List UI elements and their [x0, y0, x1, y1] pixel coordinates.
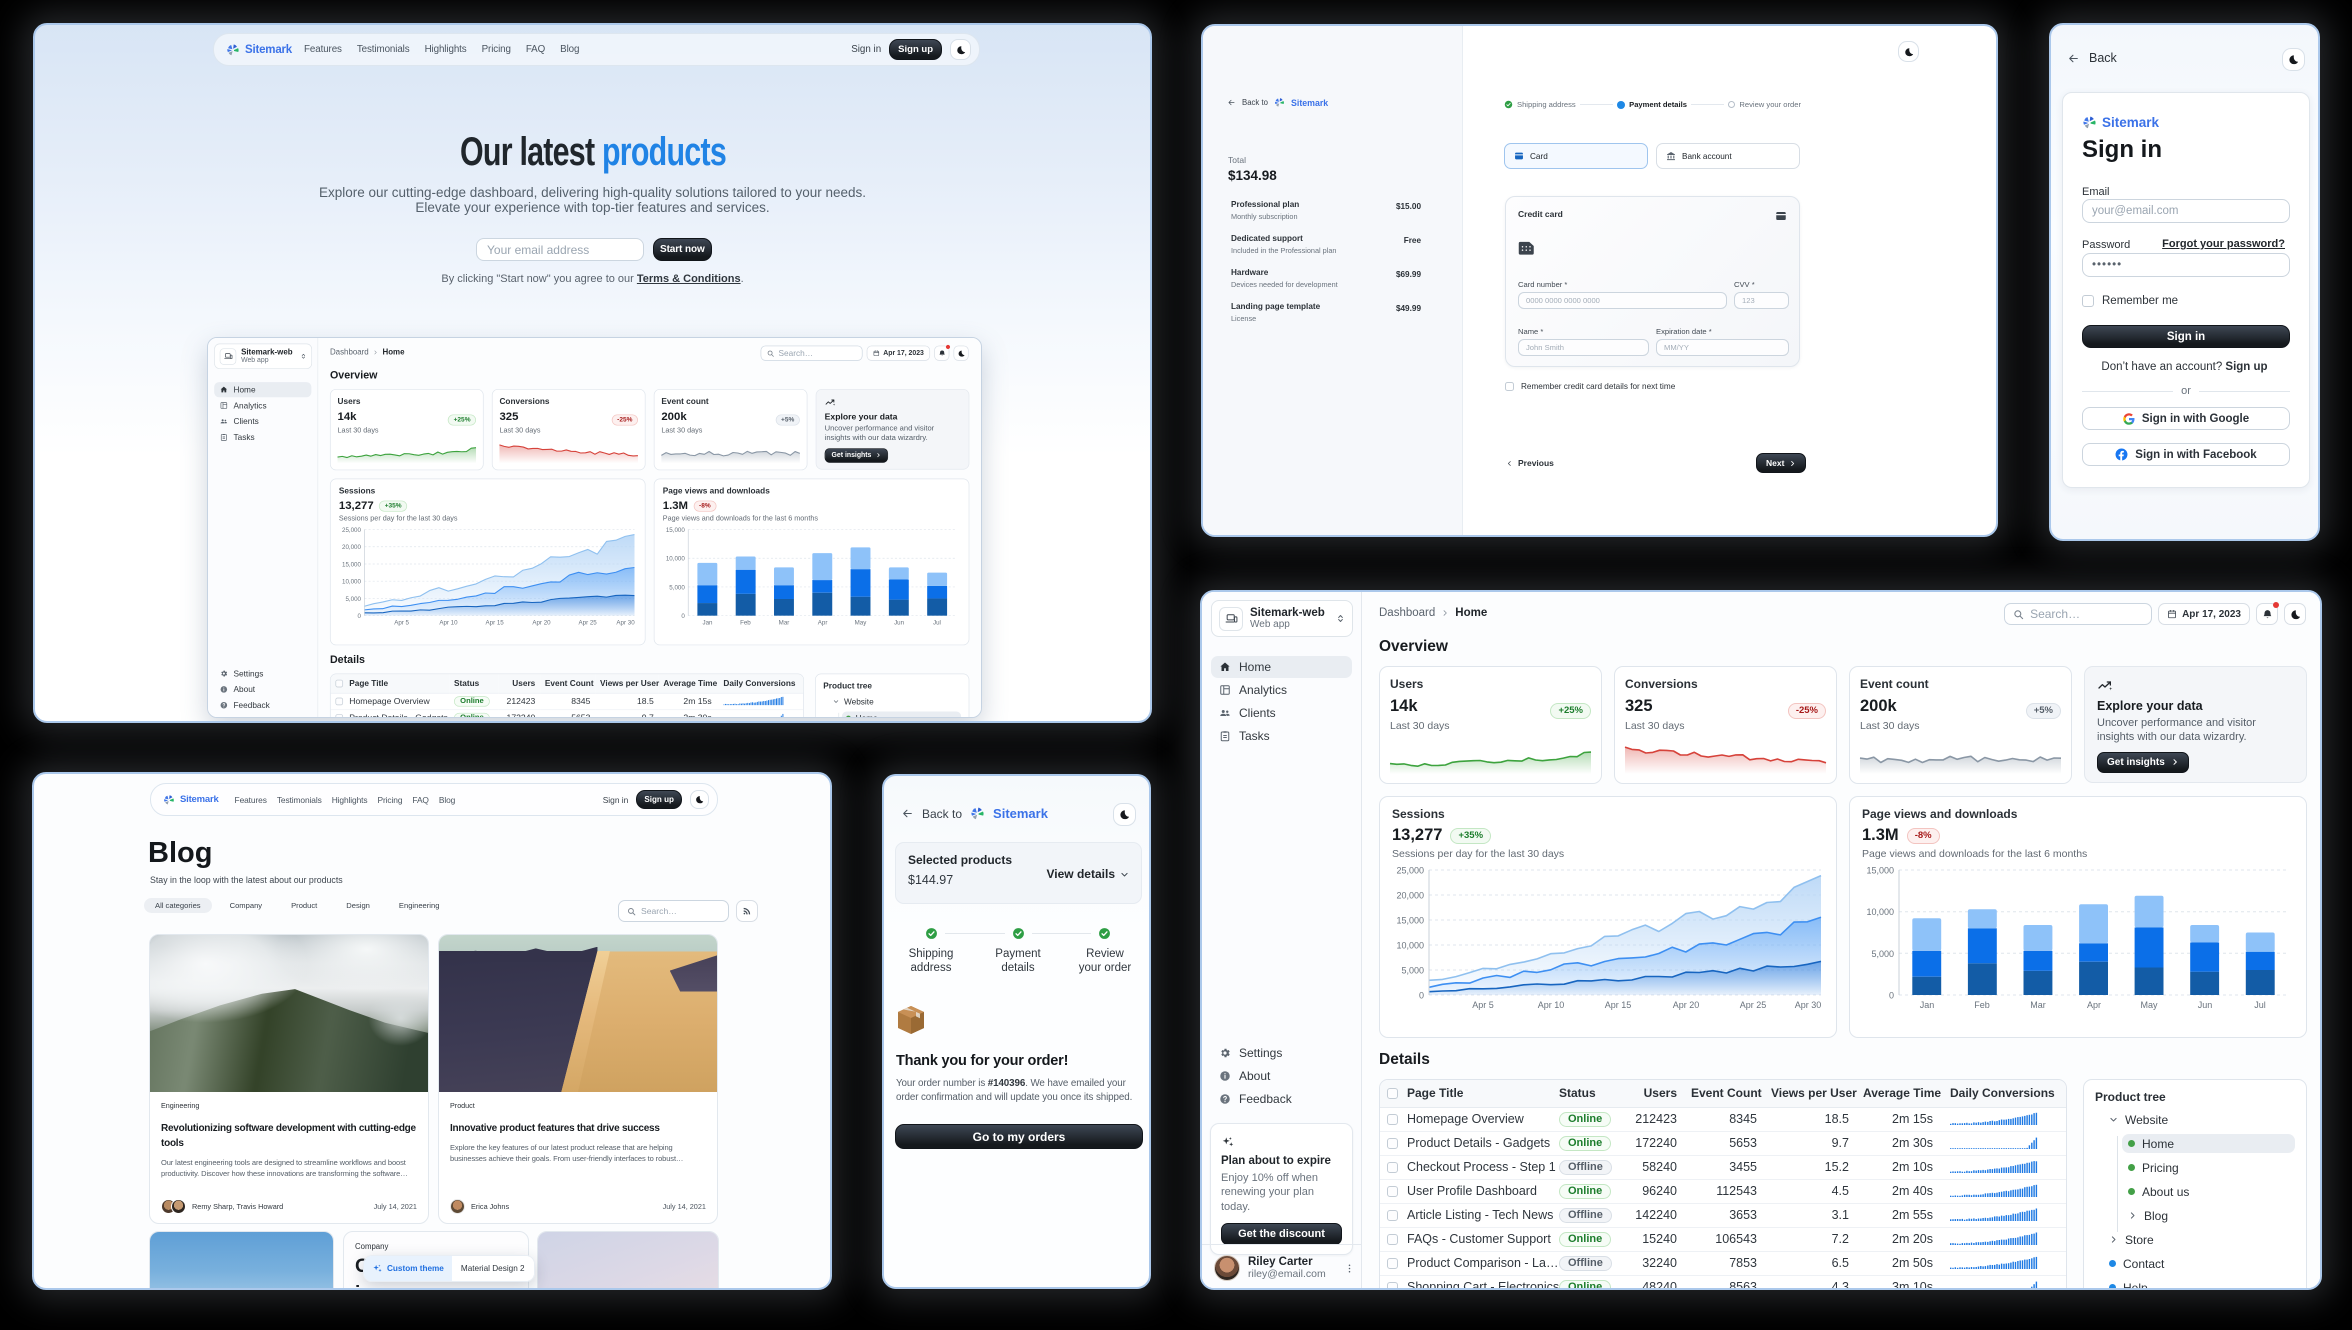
svg-text:20,000: 20,000	[1396, 891, 1424, 901]
svg-text:5,000: 5,000	[345, 596, 361, 603]
svg-text:25,000: 25,000	[342, 527, 361, 534]
svg-text:Apr 25: Apr 25	[1740, 1000, 1767, 1010]
svg-text:Apr 20: Apr 20	[1673, 1000, 1700, 1010]
svg-text:Apr: Apr	[2087, 1000, 2101, 1010]
svg-text:Jun: Jun	[894, 620, 905, 627]
svg-text:Mar: Mar	[779, 620, 790, 627]
svg-text:10,000: 10,000	[342, 579, 361, 586]
svg-text:Apr 5: Apr 5	[1472, 1000, 1494, 1010]
svg-text:20,000: 20,000	[342, 544, 361, 551]
svg-text:May: May	[2140, 1000, 2158, 1010]
svg-text:0: 0	[681, 613, 685, 620]
svg-text:Jun: Jun	[2198, 1000, 2213, 1010]
svg-text:25,000: 25,000	[1396, 866, 1424, 876]
svg-text:Apr 10: Apr 10	[1538, 1000, 1565, 1010]
svg-text:Apr 15: Apr 15	[1605, 1000, 1632, 1010]
svg-text:May: May	[855, 620, 868, 627]
svg-text:0: 0	[1889, 991, 1894, 1001]
svg-text:15,000: 15,000	[1396, 916, 1424, 926]
svg-text:15,000: 15,000	[342, 561, 361, 568]
svg-text:Apr 30: Apr 30	[616, 620, 635, 627]
svg-text:10,000: 10,000	[1396, 941, 1424, 951]
svg-text:15,000: 15,000	[666, 527, 685, 534]
svg-text:0: 0	[1419, 991, 1424, 1001]
svg-text:5,000: 5,000	[1871, 949, 1894, 959]
svg-text:Jan: Jan	[1920, 1000, 1935, 1010]
svg-text:Apr 25: Apr 25	[579, 620, 598, 627]
svg-text:Apr 5: Apr 5	[394, 620, 409, 627]
svg-text:Feb: Feb	[740, 620, 751, 627]
svg-text:Apr 20: Apr 20	[532, 620, 551, 627]
svg-text:Apr 30: Apr 30	[1795, 1000, 1822, 1010]
svg-text:Jan: Jan	[703, 620, 714, 627]
svg-text:0: 0	[358, 613, 362, 620]
svg-text:5,000: 5,000	[1401, 966, 1424, 976]
svg-text:5,000: 5,000	[669, 584, 685, 591]
svg-text:Jul: Jul	[2254, 1000, 2266, 1010]
svg-text:Apr 10: Apr 10	[439, 620, 458, 627]
svg-text:Apr: Apr	[818, 620, 828, 627]
svg-text:Jul: Jul	[933, 620, 941, 627]
svg-text:Apr 15: Apr 15	[486, 620, 505, 627]
svg-text:Feb: Feb	[1974, 1000, 1990, 1010]
svg-text:10,000: 10,000	[1866, 907, 1894, 917]
svg-text:10,000: 10,000	[666, 556, 685, 563]
svg-text:Mar: Mar	[2030, 1000, 2046, 1010]
svg-text:15,000: 15,000	[1866, 866, 1894, 876]
